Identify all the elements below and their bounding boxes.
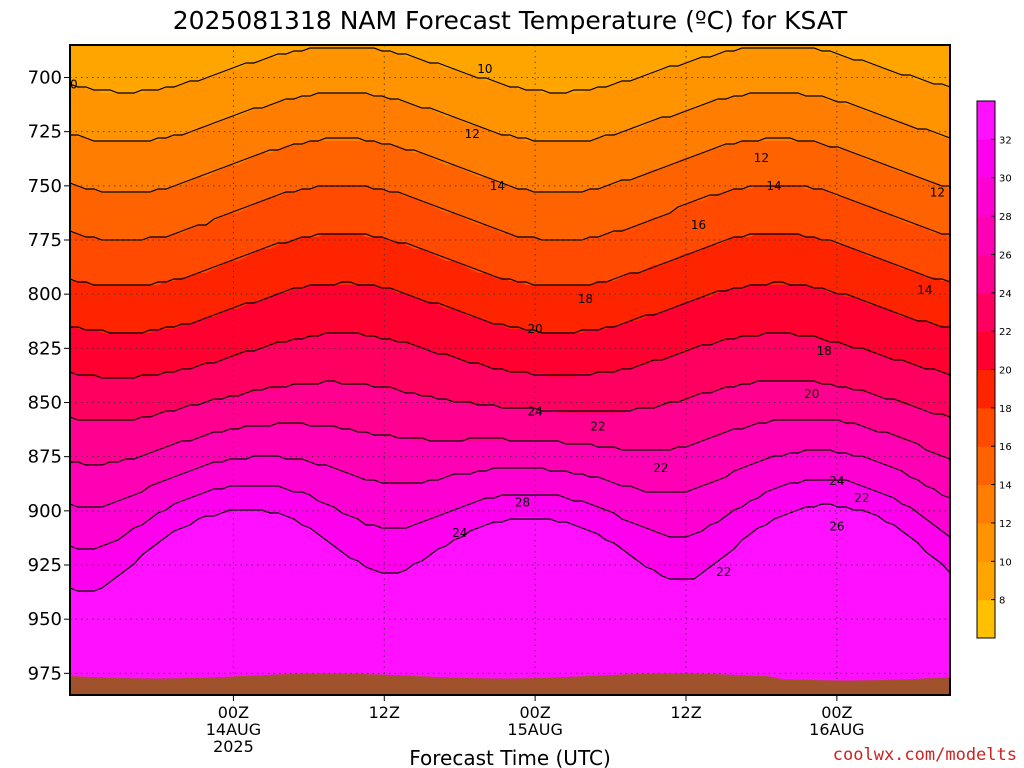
colorbar-label: 30 <box>999 174 1012 185</box>
colorbar-label: 20 <box>999 366 1012 377</box>
isotherm-28 <box>70 449 950 508</box>
isotherm-10 <box>70 47 950 94</box>
x-tick-label: 12Z <box>670 703 701 722</box>
colorbar-segment <box>977 561 995 601</box>
colorbar-label: 32 <box>999 135 1012 146</box>
colorbar-segment <box>977 177 995 217</box>
y-tick-label: 900 <box>28 501 62 522</box>
colorbar-label: 24 <box>999 289 1012 300</box>
contour-label: 18 <box>1005 346 1020 360</box>
contour-label: 24 <box>12 420 27 434</box>
colorbar-segment <box>977 101 995 140</box>
contour-label: 16 <box>691 218 706 232</box>
plot-area: 10 10 12 12 12 12 14 14 14 16 16 18 18 18 18 20 20 24 24 22… <box>12 45 1020 695</box>
x-tick-label: 15AUG <box>507 720 562 739</box>
colorbar-label: 16 <box>999 442 1012 453</box>
colorbar-segment <box>977 599 995 639</box>
isotherm-24 <box>70 380 950 421</box>
colorbar-label: 14 <box>999 481 1012 492</box>
isotherm-18 <box>70 233 950 286</box>
contour-label: 12 <box>465 127 480 141</box>
contour-label: 24 <box>829 474 844 488</box>
contour-label: 24 <box>528 405 543 419</box>
x-tick-label: 00Z <box>821 703 852 722</box>
x-axis-label: Forecast Time (UTC) <box>409 746 611 768</box>
contour-label: 22 <box>590 420 605 434</box>
contour-label: 28 <box>515 496 530 510</box>
x-tick-label: 2025 <box>213 737 254 756</box>
contour-label: 20 <box>804 387 819 401</box>
isotherm-lines <box>70 47 950 592</box>
y-tick-label: 800 <box>28 284 62 305</box>
contour-label: 18 <box>817 344 832 358</box>
colorbar-segment <box>977 139 995 179</box>
y-tick-label: 925 <box>28 555 62 576</box>
pressure-axis: 700 725 750 775 800 825 850 875 900 925 950 975 <box>28 68 70 684</box>
y-tick-label: 850 <box>28 393 62 414</box>
y-tick-label: 725 <box>28 122 62 143</box>
contour-label: 24 <box>452 526 467 540</box>
colorbar-label: 8 <box>999 596 1005 607</box>
colorbar-label: 22 <box>999 327 1012 338</box>
contour-label: 22 <box>854 491 869 505</box>
contour-label: 18 <box>578 292 593 306</box>
contour-label: 10 <box>477 62 492 76</box>
contour-label: 12 <box>754 151 769 165</box>
terrain-surface <box>70 673 950 695</box>
y-tick-label: 700 <box>28 68 62 89</box>
y-tick-label: 950 <box>28 609 62 630</box>
colorbar-segment <box>977 216 995 255</box>
plot-frame <box>69 44 951 696</box>
colorbar-label: 12 <box>999 519 1012 530</box>
colorbar-label: 26 <box>999 250 1012 261</box>
x-tick-label: 14AUG <box>206 720 261 739</box>
isotherm-20 <box>70 281 950 334</box>
x-tick-label: 00Z <box>218 703 249 722</box>
colorbar-label: 18 <box>999 404 1012 415</box>
y-tick-label: 825 <box>28 338 62 359</box>
isotherm-26 <box>70 419 950 466</box>
colorbar-segment <box>977 446 995 486</box>
colorbar-segment <box>977 484 995 524</box>
colorbar-segment <box>977 522 995 562</box>
y-tick-label: 975 <box>28 663 62 684</box>
y-tick-label: 875 <box>28 447 62 468</box>
contour-label: 22 <box>653 461 668 475</box>
contour-label: 26 <box>829 519 844 533</box>
isotherm-32 <box>70 503 950 592</box>
colorbar-label: 10 <box>999 557 1012 568</box>
isotherm-16 <box>70 185 950 241</box>
colorbar-segment <box>977 331 995 370</box>
y-tick-label: 775 <box>28 230 62 251</box>
colorbar: 8 10 12 14 16 18 20 22 24 26 28 30 32 <box>976 100 1012 639</box>
x-tick-label: 00Z <box>519 703 550 722</box>
credit-text: coolwx.com/modelts <box>833 745 1017 765</box>
x-tick-label: 12Z <box>369 703 400 722</box>
isotherm-30 <box>70 479 950 550</box>
colorbar-segment <box>977 369 995 409</box>
colorbar-label: 28 <box>999 212 1012 223</box>
contour-label: 14 <box>766 179 781 193</box>
colorbar-segment <box>977 407 995 447</box>
contour-label: 12 <box>930 186 945 200</box>
contour-labels: 10 10 12 12 12 12 14 14 14 16 16 18 18 18 18 20 20 24 24 22… <box>12 62 1020 579</box>
contour-label: 22 <box>716 565 731 579</box>
temp-band-32 <box>70 505 950 695</box>
colorbar-segment <box>977 292 995 332</box>
colorbar-segment <box>977 254 995 294</box>
isotherm-22 <box>70 332 950 379</box>
chart-title: 2025081318 NAM Forecast Temperature (ºC)… <box>173 6 848 35</box>
x-tick-label: 16AUG <box>809 720 864 739</box>
isotherm-12 <box>70 92 950 142</box>
contour-label: 14 <box>490 179 505 193</box>
contour-label: 14 <box>917 283 932 297</box>
contour-label: 20 <box>528 322 543 336</box>
contour-label: 10 <box>62 77 77 91</box>
grid-lines <box>70 45 950 695</box>
y-tick-label: 750 <box>28 176 62 197</box>
